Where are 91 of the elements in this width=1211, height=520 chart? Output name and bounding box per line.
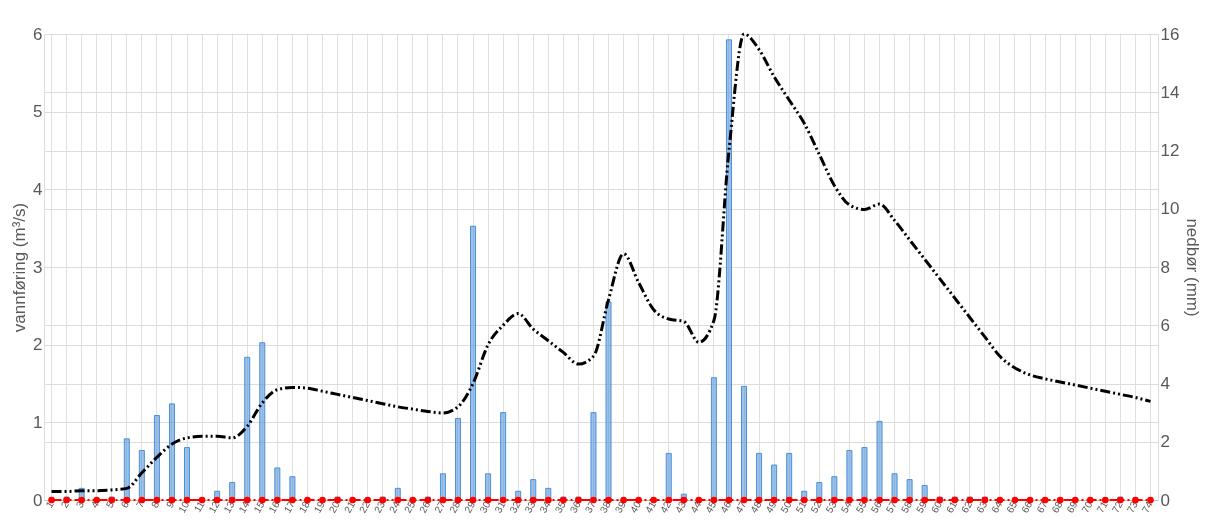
x-tick-label: 62	[959, 499, 975, 515]
y2-tick-label: 16	[1160, 24, 1180, 44]
x-tick-label: 74	[1139, 499, 1156, 515]
x-tick-label: 51	[793, 499, 809, 515]
x-tick-label: 60	[928, 499, 945, 515]
x-tick-label: 54	[838, 499, 854, 515]
x-tick-label: 14	[236, 499, 252, 515]
x-tick-label: 66	[1019, 499, 1035, 515]
y2-tick-label: 4	[1160, 374, 1170, 393]
x-tick-label: 19	[311, 499, 328, 515]
x-tick-label: 23	[371, 499, 388, 515]
x-tick-label: 11	[191, 499, 207, 514]
y-axis-title: vannføring (m³/s)	[10, 202, 30, 333]
x-tick-label: 53	[823, 499, 839, 515]
x-tick-label: 26	[417, 499, 433, 515]
y-tick-label: 4	[33, 179, 43, 199]
x-tick-label: 50	[778, 499, 794, 515]
x-tick-label: 20	[326, 499, 343, 515]
x-tick-label: 40	[627, 499, 644, 515]
x-tick-label: 61	[944, 499, 960, 515]
y2-tick-label: 0	[1160, 490, 1170, 510]
x-tick-label: 10	[176, 499, 192, 515]
y2-tick-label: 12	[1160, 141, 1180, 160]
x-tick-label: 44	[688, 499, 704, 515]
x-tick-label: 43	[673, 499, 689, 515]
x-tick-label: 49	[763, 499, 779, 515]
x-tick-label: 45	[703, 499, 719, 515]
x-tick-label: 58	[898, 499, 915, 515]
x-tick-label: 5	[103, 499, 117, 510]
y-tick-label: 6	[33, 24, 43, 44]
x-tick-label: 38	[597, 499, 614, 515]
x-tick-label: 57	[883, 499, 900, 515]
x-tick-label: 59	[913, 499, 930, 515]
x-tick-label: 67	[1034, 499, 1050, 515]
x-tick-label: 47	[733, 499, 749, 515]
y2-tick-label: 8	[1160, 257, 1170, 277]
x-tick-label: 68	[1049, 499, 1065, 515]
y2-axis-title: nedbør (mm)	[1183, 218, 1203, 317]
y2-tick-label: 6	[1160, 315, 1170, 335]
y-tick-label: 2	[33, 335, 43, 355]
x-tick-label: 3	[73, 499, 87, 510]
x-tick-label: 16	[266, 499, 282, 515]
x-tick-label: 33	[522, 499, 538, 515]
x-tick-label: 48	[748, 499, 764, 515]
x-tick-label: 6	[118, 499, 132, 510]
y2-tick-label: 14	[1160, 82, 1180, 102]
x-tick-label: 55	[853, 499, 869, 515]
x-tick-label: 28	[447, 499, 463, 515]
y2-tick-label: 2	[1160, 432, 1170, 452]
x-tick-label: 15	[251, 499, 267, 515]
x-tick-label: 37	[582, 499, 599, 515]
x-tick-label: 24	[387, 499, 403, 515]
x-tick-label: 17	[281, 499, 297, 515]
x-tick-label: 63	[974, 499, 990, 515]
y2-tick-label: 10	[1160, 199, 1180, 219]
x-tick-label: 52	[808, 499, 824, 515]
x-tick-label: 42	[657, 499, 674, 515]
x-tick-label: 25	[402, 499, 418, 515]
x-tick-label: 56	[868, 499, 885, 515]
x-tick-label: 30	[477, 499, 493, 515]
x-tick-label: 31	[492, 499, 508, 515]
x-tick-label: 46	[718, 499, 734, 515]
x-tick-label: 7	[133, 499, 147, 510]
x-tick-label: 35	[552, 499, 568, 515]
x-tick-label: 29	[462, 499, 478, 515]
x-tick-label: 18	[296, 499, 312, 515]
x-tick-label: 1	[43, 499, 57, 510]
x-tick-label: 22	[356, 499, 373, 515]
x-tick-label: 4	[88, 499, 102, 510]
x-tick-label: 8	[148, 499, 162, 510]
x-tick-label: 71	[1094, 499, 1110, 515]
x-tick-label: 64	[989, 499, 1005, 515]
y-tick-label: 0	[33, 490, 43, 510]
x-tick-label: 70	[1079, 499, 1095, 515]
y-tick-label: 5	[33, 102, 43, 122]
x-tick-label: 65	[1004, 499, 1020, 515]
y-tick-label: 1	[33, 412, 43, 432]
line-series	[50, 32, 1152, 493]
x-tick-label: 34	[537, 499, 553, 515]
x-tick-label: 73	[1124, 499, 1140, 515]
x-tick-label: 39	[612, 499, 629, 515]
x-tick-label: 13	[221, 499, 237, 515]
x-tick-label: 32	[507, 499, 523, 515]
x-tick-label: 21	[341, 499, 358, 515]
x-tick-label: 41	[642, 499, 659, 515]
x-tick-label: 2	[58, 499, 72, 510]
x-tick-label: 69	[1064, 499, 1080, 515]
x-tick-label: 36	[567, 499, 583, 515]
x-tick-label: 72	[1109, 499, 1125, 515]
y-tick-label: 3	[33, 257, 43, 277]
x-tick-label: 27	[432, 499, 448, 515]
